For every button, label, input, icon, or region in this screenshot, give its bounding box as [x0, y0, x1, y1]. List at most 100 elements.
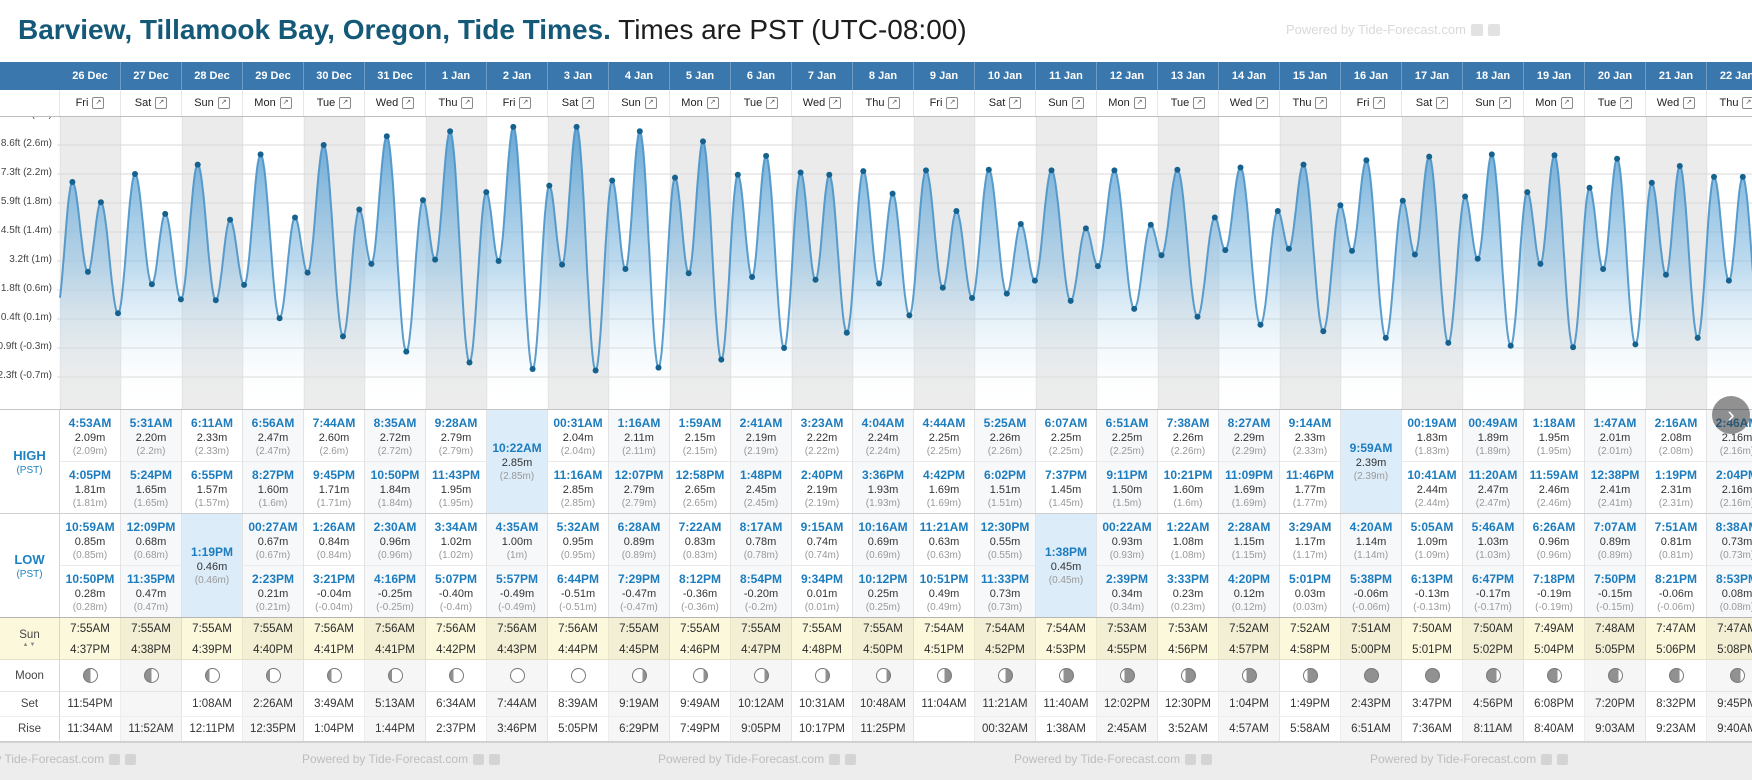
low-tide-entry: 5:07PM -0.40m (-0.4m) — [426, 566, 486, 617]
high-tide-entry: 7:38AM 2.26m (2.26m) — [1158, 410, 1218, 462]
high-tide-entry: 4:05PM 1.81m (1.81m) — [60, 462, 120, 513]
scroll-next-button[interactable]: › — [1712, 396, 1750, 434]
low-tide-cell: 12:09PM 0.68m (0.68m) 11:35PM 0.47m (0.47m) — [121, 514, 182, 617]
high-tide-entry: 8:35AM 2.72m (2.72m) — [365, 410, 425, 462]
high-tide-cell: 7:44AM 2.60m (2.6m) 9:45PM 1.71m (1.71m) — [304, 410, 365, 513]
high-tide-time: 11:46PM — [1285, 468, 1335, 482]
expand-day-icon[interactable]: ↗ — [706, 97, 719, 109]
expand-day-icon[interactable]: ↗ — [888, 97, 901, 109]
dow-label: Sat — [134, 97, 152, 109]
expand-day-icon[interactable]: ↗ — [1560, 97, 1573, 109]
expand-day-icon[interactable]: ↗ — [461, 97, 474, 109]
low-tide-height: -0.17m — [1475, 588, 1511, 600]
moonset-time-cell: 8:39AM — [548, 692, 609, 716]
dow-label: Sun — [194, 97, 214, 109]
moonrise-time-cell: 9:40AM — [1707, 717, 1752, 741]
expand-day-icon[interactable]: ↗ — [217, 97, 230, 109]
moon-cell — [792, 660, 853, 691]
sun-times-cell: 7:56AM 4:41PM — [365, 618, 426, 659]
low-tide-height-alt: (0.69m) — [865, 550, 901, 561]
high-tide-height: 2.47m — [257, 432, 289, 444]
expand-day-icon[interactable]: ↗ — [644, 97, 657, 109]
high-tide-height: 1.81m — [74, 484, 106, 496]
low-tide-time: 4:35AM — [495, 520, 539, 534]
high-tide-time: 11:16AM — [553, 468, 603, 482]
expand-day-icon[interactable]: ↗ — [1071, 97, 1084, 109]
expand-day-icon[interactable]: ↗ — [1620, 97, 1633, 109]
low-tide-height: 0.96m — [379, 536, 411, 548]
expand-day-icon[interactable]: ↗ — [1683, 97, 1696, 109]
expand-day-icon[interactable]: ↗ — [766, 97, 779, 109]
social-icon — [1541, 753, 1553, 765]
moonset-time-cell: 2:43PM — [1341, 692, 1402, 716]
date-header-cell: 22 Jan — [1707, 62, 1752, 90]
high-tide-height: 2.22m — [806, 432, 838, 444]
expand-day-icon[interactable]: ↗ — [1133, 97, 1146, 109]
high-tide-time: 00:49AM — [1468, 416, 1518, 430]
moonrise-time-cell: 11:34AM — [60, 717, 121, 741]
sunset-time: 4:38PM — [131, 644, 171, 656]
expand-day-icon[interactable]: ↗ — [1315, 97, 1328, 109]
high-tide-height: 1.57m — [196, 484, 228, 496]
expand-day-icon[interactable]: ↗ — [155, 97, 168, 109]
expand-day-icon[interactable]: ↗ — [519, 97, 532, 109]
high-tide-entry: 10:41AM 2.44m (2.44m) — [1402, 462, 1462, 513]
high-tide-height-alt: (2.09m) — [72, 446, 108, 457]
expand-day-icon[interactable]: ↗ — [92, 97, 105, 109]
expand-day-icon[interactable]: ↗ — [582, 97, 595, 109]
expand-day-icon[interactable]: ↗ — [1193, 97, 1206, 109]
high-tide-height: 1.50m — [1111, 484, 1143, 496]
sunrise-time: 7:54AM — [924, 623, 964, 635]
expand-day-icon[interactable]: ↗ — [1009, 97, 1022, 109]
axis-tick-label: 7.3ft (2.2m) — [0, 167, 52, 178]
low-tide-entry: 11:21AM 0.63m (0.63m) — [914, 514, 974, 566]
low-tide-cell: 6:28AM 0.89m (0.89m) 7:29PM -0.47m (-0.47m) — [609, 514, 670, 617]
expand-day-icon[interactable]: ↗ — [1256, 97, 1269, 109]
expand-day-icon[interactable]: ↗ — [829, 97, 842, 109]
axis-tick-label: 5.9ft (1.8m) — [0, 196, 52, 207]
expand-day-icon[interactable]: ↗ — [1436, 97, 1449, 109]
sunrise-time: 7:55AM — [70, 623, 110, 635]
sunset-time: 5:05PM — [1595, 644, 1635, 656]
high-tide-height: 2.25m — [928, 432, 960, 444]
sun-row: Sun ▲▼ 7:55AM 4:37PM 7:55AM 4:38PM 7:55AM 4:3… — [0, 618, 1752, 660]
low-tide-time: 8:12PM — [678, 572, 722, 586]
low-tide-height: -0.36m — [682, 588, 718, 600]
sunrise-time: 7:49AM — [1534, 623, 1574, 635]
sun-times-cell: 7:49AM 5:04PM — [1524, 618, 1585, 659]
low-tide-time: 1:38PM — [1044, 545, 1088, 559]
expand-day-icon[interactable]: ↗ — [1498, 97, 1511, 109]
sunset-time: 4:55PM — [1107, 644, 1147, 656]
low-tide-height: 0.74m — [806, 536, 838, 548]
expand-day-icon[interactable]: ↗ — [1742, 97, 1752, 109]
high-tide-height-alt: (1.6m) — [1173, 498, 1203, 509]
tide-chart: 10ft (3m) 8.6ft (2.6m) 7.3ft (2.2m) 5.9ft (… — [0, 117, 1752, 410]
expand-day-icon[interactable]: ↗ — [1373, 97, 1386, 109]
moon-cell — [1280, 660, 1341, 691]
high-tide-height-alt: (1.77m) — [1292, 498, 1328, 509]
low-tide-time: 9:15AM — [800, 520, 844, 534]
low-tide-height-alt: (0.93m) — [1109, 550, 1145, 561]
low-tide-height: 0.55m — [989, 536, 1021, 548]
expand-day-icon[interactable]: ↗ — [339, 97, 352, 109]
low-tide-time: 10:50PM — [65, 572, 115, 586]
low-tide-time: 4:20PM — [1227, 572, 1271, 586]
sunrise-time: 7:55AM — [802, 623, 842, 635]
sun-times-cell: 7:48AM 5:05PM — [1585, 618, 1646, 659]
high-tide-entry: 12:07PM 2.79m (2.79m) — [609, 462, 669, 513]
weekday-row-g utter — [0, 90, 60, 116]
high-tide-entry: 4:53AM 2.09m (2.09m) — [60, 410, 120, 462]
low-tide-time: 8:54PM — [739, 572, 783, 586]
low-tide-entry: 1:26AM 0.84m (0.84m) — [304, 514, 364, 566]
high-tide-height: 2.01m — [1599, 432, 1631, 444]
sunset-time: 4:46PM — [680, 644, 720, 656]
low-tide-height-alt: (1.09m) — [1414, 550, 1450, 561]
moon-cell — [1463, 660, 1524, 691]
expand-day-icon[interactable]: ↗ — [279, 97, 292, 109]
low-tide-entry: 10:50PM 0.28m (0.28m) — [60, 566, 120, 617]
sunrise-time: 7:53AM — [1168, 623, 1208, 635]
sun-times-cell: 7:51AM 5:00PM — [1341, 618, 1402, 659]
expand-day-icon[interactable]: ↗ — [402, 97, 415, 109]
expand-day-icon[interactable]: ↗ — [946, 97, 959, 109]
low-tide-height-alt: (0.03m) — [1292, 602, 1328, 613]
